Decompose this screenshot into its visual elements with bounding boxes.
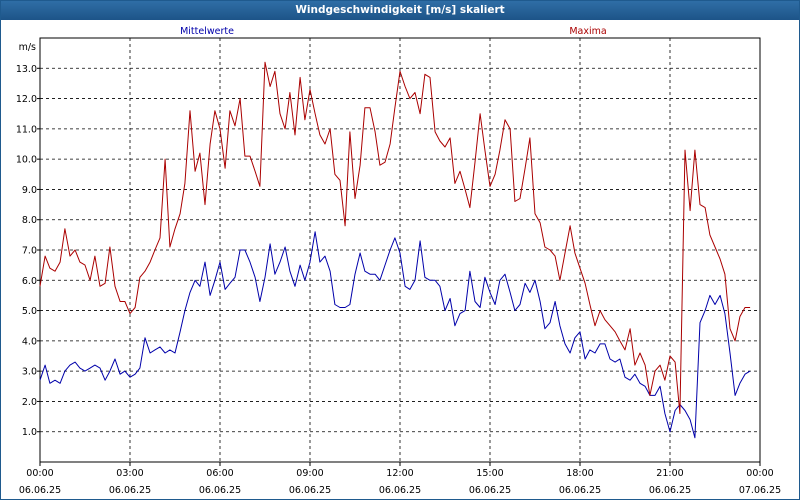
y-tick-label: 9.0 [22,185,37,196]
y-tick-label: 3.0 [22,367,37,378]
x-tick-time-label: 06:00 [206,468,233,479]
grid-lines [40,38,760,462]
legend: Mittelwerte Maxima [180,26,607,37]
y-tick-label: 4.0 [22,336,37,347]
y-tick-label: 2.0 [22,397,37,408]
x-tick-time-label: 18:00 [566,468,593,479]
x-tick-time-label: 03:00 [116,468,143,479]
y-tick-label: 7.0 [22,246,37,257]
window-title: Windgeschwindigkeit [m/s] skaliert [1,1,799,20]
x-tick-date-label: 06.06.25 [379,485,421,496]
y-tick-label: 13.0 [16,64,37,75]
x-tick-date-label: 06.06.25 [559,485,601,496]
series-line-mittelwerte [39,231,751,439]
y-axis-unit: m/s [19,42,36,53]
series-lines [39,61,751,439]
x-tick-time-label: 09:00 [296,468,323,479]
x-tick-date-label: 06.06.25 [469,485,511,496]
y-tick-label: 11.0 [16,124,37,135]
y-tick-label: 1.0 [22,427,37,438]
x-axis: 00:00 06.06.25 03:00 06.06.25 06:00 06.06.25 0… [19,462,781,496]
y-tick-label: 8.0 [22,215,37,226]
y-tick-label: 6.0 [22,276,37,287]
y-tick-label: 5.0 [22,306,37,317]
x-tick-date-label: 06.06.25 [199,485,241,496]
y-tick-label: 12.0 [16,94,37,105]
legend-entry-mittelwerte: Mittelwerte [180,26,234,37]
x-tick-date-label: 06.06.25 [19,485,61,496]
x-tick-time-label: 21:00 [656,468,683,479]
x-tick-date-label: 06.06.25 [109,485,151,496]
legend-entry-maxima: Maxima [569,26,606,37]
x-tick-date-label: 07.06.25 [739,485,781,496]
y-axis: m/s 1.0 2.0 3.0 4.0 5.0 6.0 7.0 8.0 9.0 10.0 11.0 1… [16,42,40,438]
x-tick-date-label: 06.06.25 [649,485,691,496]
x-tick-time-label: 00:00 [26,468,53,479]
y-tick-label: 10.0 [16,155,37,166]
x-tick-time-label: 15:00 [476,468,503,479]
series-line-maxima [39,61,751,414]
x-tick-date-label: 06.06.25 [289,485,331,496]
x-tick-time-label: 12:00 [386,468,413,479]
x-tick-time-label: 00:00 [746,468,773,479]
